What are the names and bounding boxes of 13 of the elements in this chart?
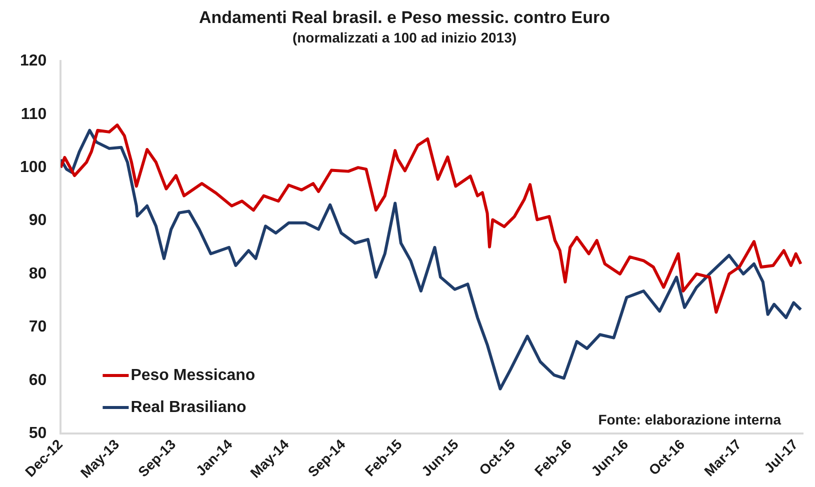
legend-label: Real Brasiliano	[130, 398, 247, 416]
y-tick-label: 80	[28, 265, 47, 282]
chart-subtitle: (normalizzati a 100 ad inizio 2013)	[292, 30, 517, 46]
y-tick-label: 120	[20, 52, 47, 70]
y-tick-label: 60	[28, 372, 47, 389]
annotation: Fonte: elaborazione interna	[598, 411, 782, 428]
legend-label: Peso Messicano	[130, 366, 256, 384]
y-tick-label: 100	[20, 158, 47, 176]
y-tick-label: 50	[28, 424, 47, 442]
y-tick-label: 110	[20, 106, 47, 123]
y-tick-label: 90	[28, 212, 47, 230]
y-tick-label: 70	[28, 318, 47, 336]
chart-title: Andamenti Real brasil. e Peso messic. contro Euro	[199, 8, 610, 27]
